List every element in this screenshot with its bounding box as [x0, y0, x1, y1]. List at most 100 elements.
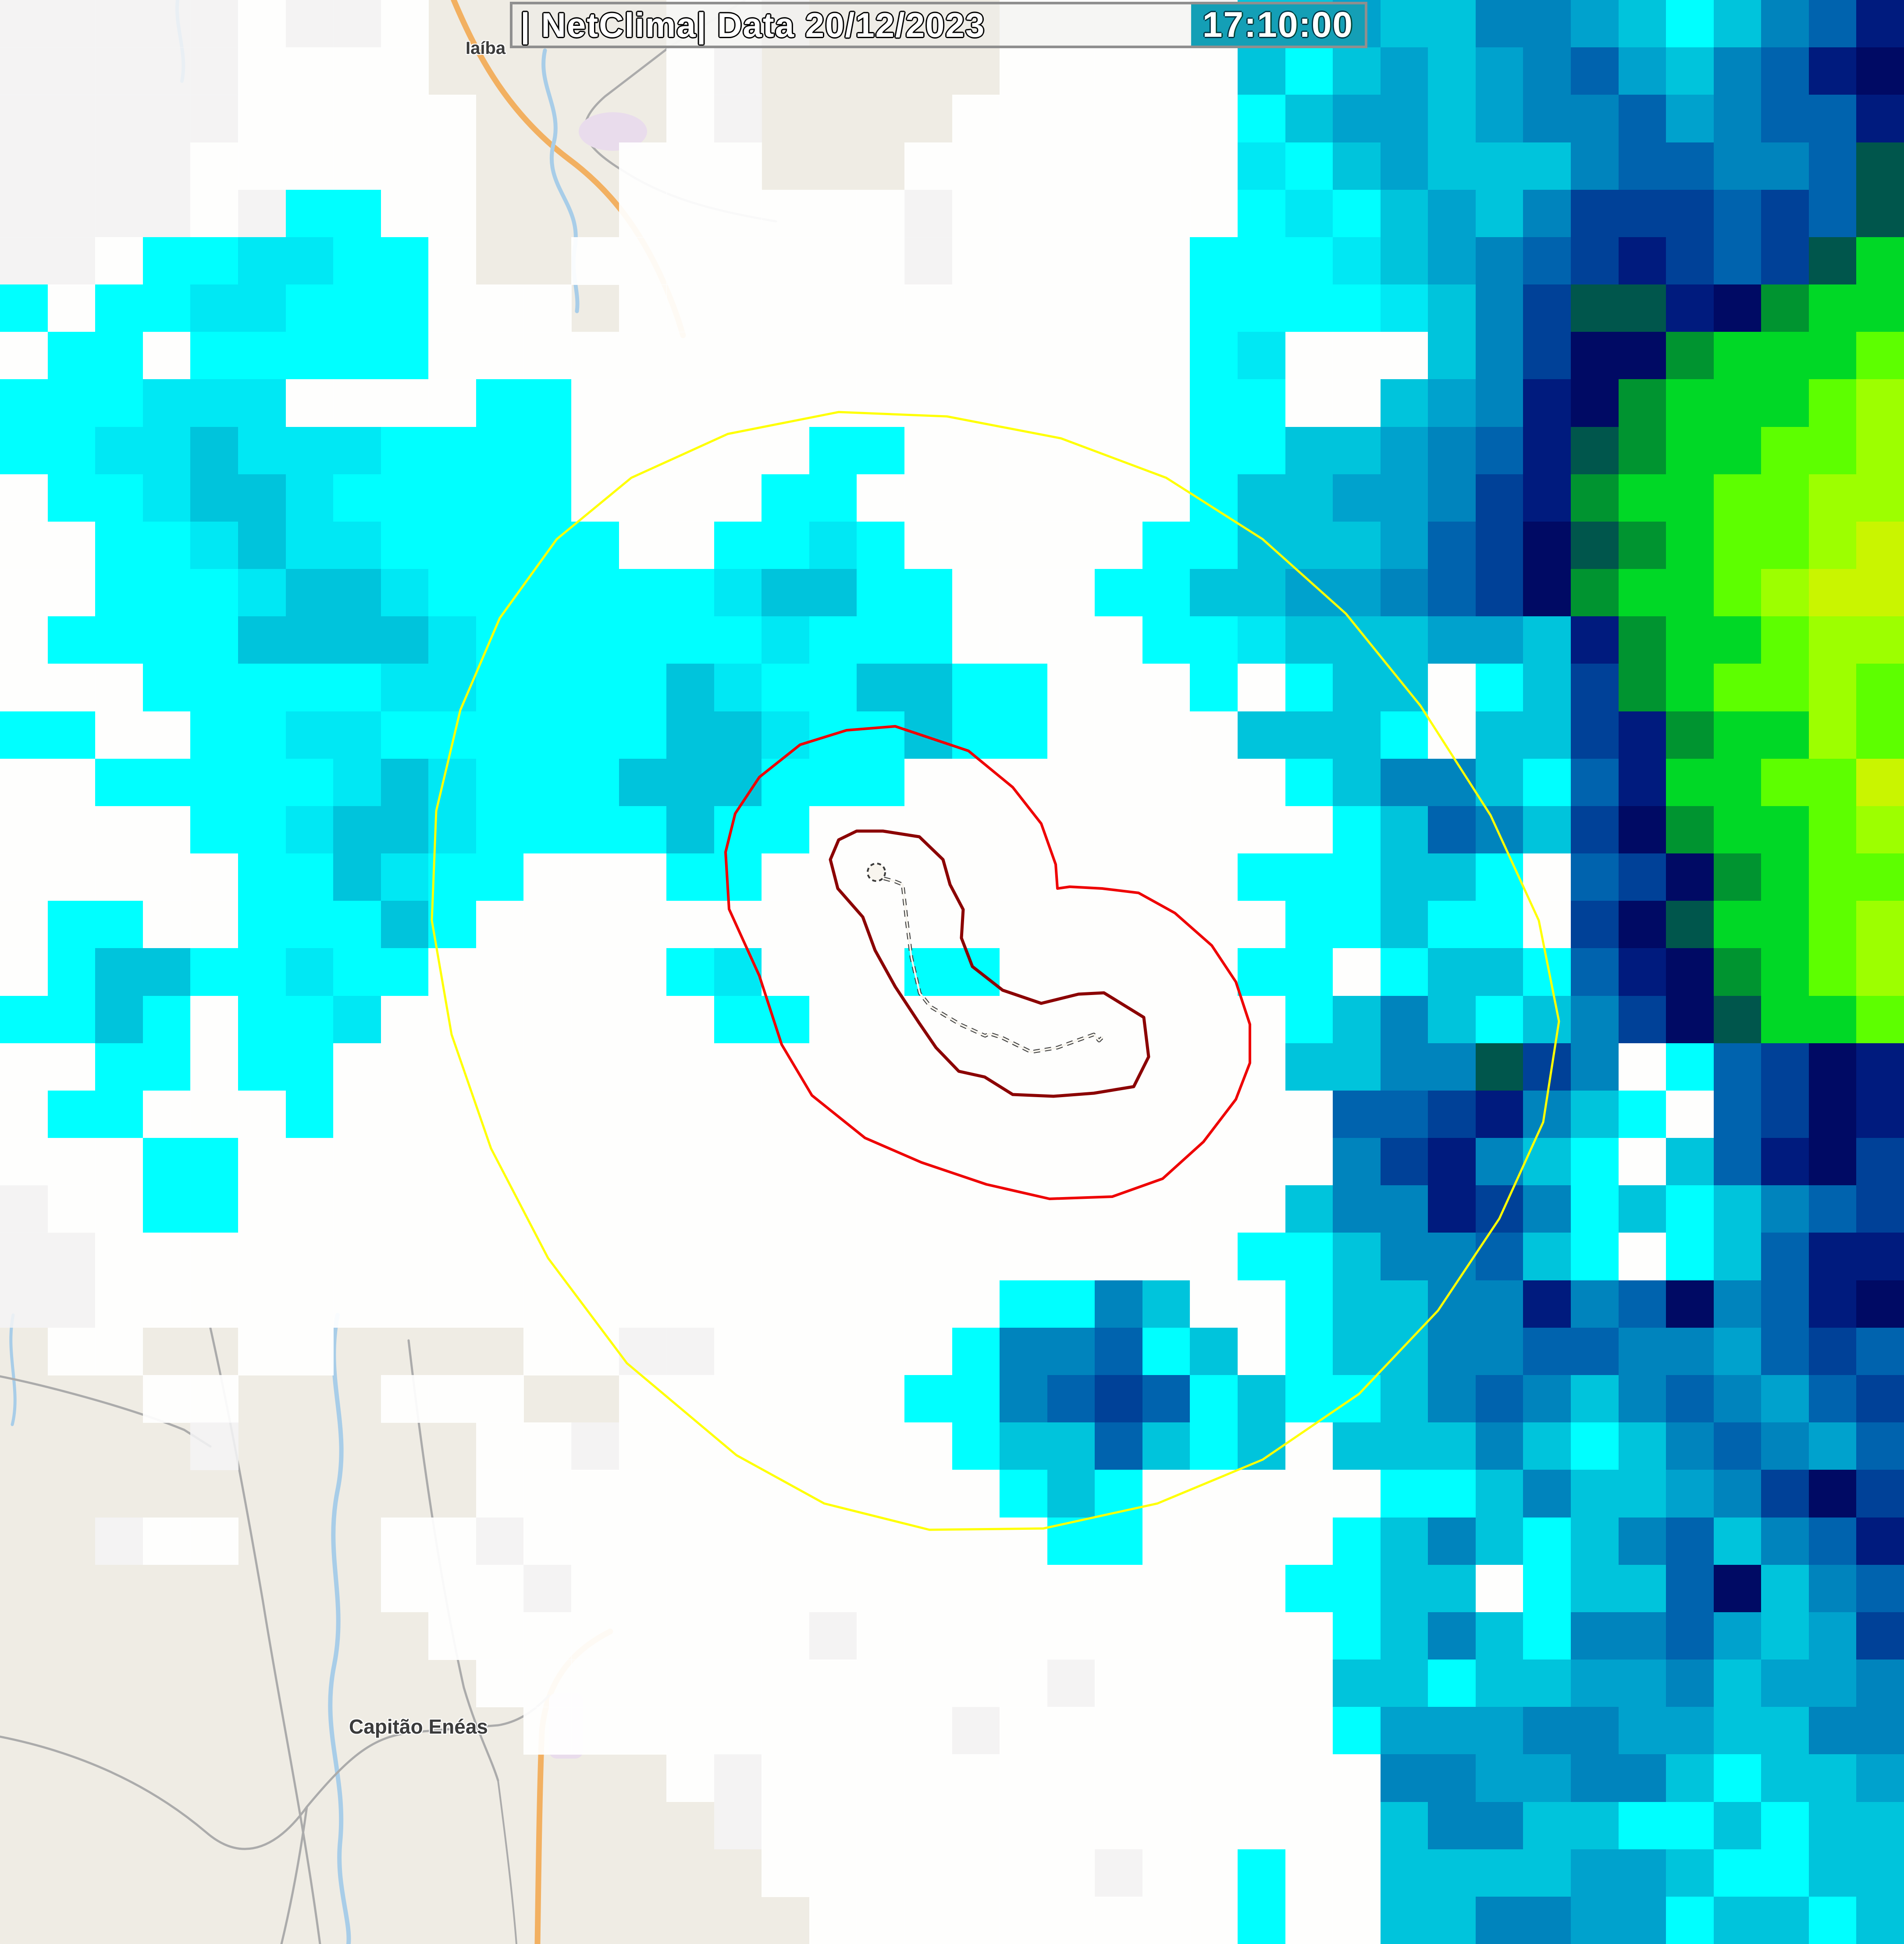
- radar-cell: [619, 664, 667, 712]
- radar-cell: [1428, 616, 1476, 665]
- radar-cell: [0, 426, 48, 475]
- radar-cell: [1856, 569, 1904, 617]
- radar-cell: [47, 521, 96, 569]
- radar-cell: [619, 521, 667, 569]
- radar-cell: [1238, 379, 1286, 427]
- radar-cell: [1285, 521, 1333, 569]
- radar-cell: [1808, 332, 1857, 380]
- radar-cell: [1808, 474, 1857, 522]
- radar-cell: [142, 711, 191, 759]
- radar-cell: [1856, 474, 1904, 522]
- radar-cell: [857, 332, 905, 380]
- radar-cell: [1666, 189, 1714, 238]
- radar-cell: [95, 0, 143, 48]
- radar-cell: [666, 142, 715, 190]
- radar-cell: [904, 426, 953, 475]
- radar-cell: [285, 0, 334, 48]
- radar-cell: [285, 569, 334, 617]
- radar-cell: [666, 616, 715, 665]
- radar-cell: [714, 569, 762, 617]
- radar-cell: [47, 664, 96, 712]
- timestamp-badge: 17:10:00: [1191, 4, 1365, 46]
- radar-cell: [1856, 711, 1904, 759]
- radar-cell: [1475, 379, 1524, 427]
- radar-cell: [1808, 711, 1857, 759]
- radar-cell: [1238, 284, 1286, 332]
- radar-cell: [666, 95, 715, 143]
- radar-cell: [1428, 379, 1476, 427]
- radar-cell: [190, 332, 238, 380]
- radar-cell: [904, 616, 953, 665]
- radar-cell: [381, 142, 429, 190]
- radar-cell: [1047, 142, 1095, 190]
- radar-cell: [0, 332, 48, 380]
- radar-cell: [428, 569, 477, 617]
- radar-cell: [285, 521, 334, 569]
- radar-cell: [1095, 379, 1143, 427]
- radar-cell: [1761, 426, 1809, 475]
- radar-cell: [1380, 189, 1428, 238]
- radar-cell: [904, 379, 953, 427]
- radar-cell: [762, 711, 810, 759]
- radar-cell: [1856, 379, 1904, 427]
- radar-cell: [904, 711, 953, 759]
- radar-cell: [571, 711, 619, 759]
- radar-cell: [762, 521, 810, 569]
- radar-cell: [1713, 47, 1762, 96]
- radar-cell: [381, 664, 429, 712]
- radar-cell: [1380, 521, 1428, 569]
- radar-cell: [1618, 664, 1666, 712]
- radar-cell: [1238, 426, 1286, 475]
- radar-cell: [95, 332, 143, 380]
- radar-cell: [1475, 569, 1524, 617]
- radar-cell: [1095, 0, 1143, 48]
- radar-cell: [1285, 616, 1333, 665]
- radar-cell: [0, 95, 48, 143]
- radar-cell: [428, 474, 477, 522]
- radar-cell: [619, 616, 667, 665]
- radar-cell: [1618, 332, 1666, 380]
- radar-cell: [1428, 47, 1476, 96]
- radar-cell: [47, 332, 96, 380]
- radar-cell: [190, 142, 238, 190]
- radar-cell: [238, 379, 286, 427]
- radar-cell: [1713, 664, 1762, 712]
- radar-cell: [1380, 284, 1428, 332]
- storm-contour-red: [724, 725, 1251, 1200]
- radar-cell: [0, 0, 48, 48]
- radar-cell: [142, 142, 191, 190]
- radar-cell: [523, 569, 572, 617]
- radar-cell: [1713, 189, 1762, 238]
- radar-cell: [1047, 521, 1095, 569]
- radar-cell: [1428, 711, 1476, 759]
- radar-cell: [1000, 95, 1048, 143]
- radar-cell: [476, 474, 524, 522]
- radar-cell: [1713, 426, 1762, 475]
- radar-cell: [1808, 569, 1857, 617]
- radar-cell: [1475, 95, 1524, 143]
- radar-cell: [1523, 569, 1571, 617]
- radar-cell: [1571, 379, 1619, 427]
- radar-cell: [1142, 0, 1191, 48]
- radar-cell: [1571, 664, 1619, 712]
- radar-cell: [0, 521, 48, 569]
- radar-cell: [1475, 284, 1524, 332]
- radar-cell: [142, 95, 191, 143]
- radar-cell: [1285, 95, 1333, 143]
- radar-cell: [1856, 664, 1904, 712]
- radar-cell: [857, 474, 905, 522]
- radar-cell: [47, 0, 96, 48]
- radar-cell: [95, 47, 143, 96]
- radar-cell: [809, 569, 858, 617]
- radar-cell: [952, 426, 1000, 475]
- radar-cell: [1713, 237, 1762, 285]
- radar-cell: [1380, 95, 1428, 143]
- radar-cell: [1713, 569, 1762, 617]
- radar-cell: [1095, 95, 1143, 143]
- radar-cell: [1190, 47, 1238, 96]
- radar-cell: [1761, 237, 1809, 285]
- radar-cell: [666, 474, 715, 522]
- radar-cell: [428, 616, 477, 665]
- radar-cell: [1856, 142, 1904, 190]
